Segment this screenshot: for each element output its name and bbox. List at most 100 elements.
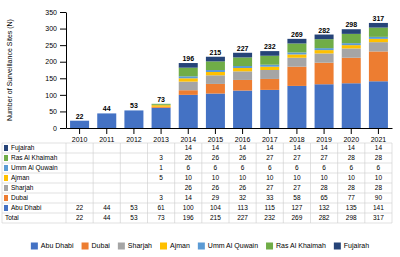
table-cell: 14 (239, 144, 247, 151)
bar-segment (152, 103, 171, 104)
total-label: 44 (103, 105, 111, 112)
y-tick-mark (60, 128, 66, 129)
bar-segment (260, 70, 279, 79)
bar-segment (369, 39, 388, 42)
legend-item: Ajman (160, 242, 190, 250)
table-cell: 14 (185, 194, 193, 201)
bar-segment (97, 113, 116, 114)
total-label: 317 (373, 15, 385, 22)
bar-segment (369, 23, 388, 28)
table-cell: 29 (212, 194, 220, 201)
bar-segment (179, 95, 198, 128)
x-tick-label: 2018 (289, 136, 305, 143)
table-line (120, 143, 121, 223)
x-tick-mark (79, 128, 80, 134)
table-line (310, 143, 311, 223)
table-cell: 14 (293, 144, 301, 151)
bar-segment (124, 110, 143, 111)
table-cell: 5 (159, 174, 163, 181)
legend-item: Dubai (82, 242, 111, 249)
bar-segment (342, 83, 361, 128)
bar-segment (260, 65, 279, 67)
table-cell: 77 (348, 194, 356, 201)
legend-item: Umm Al Quwain (198, 242, 258, 250)
bar-segment (152, 108, 171, 128)
table-cell: 26 (239, 154, 247, 161)
table-cell: 10 (266, 174, 274, 181)
y-tick: 50 (49, 108, 66, 115)
y-axis: 050100150200250300350 (45, 9, 66, 132)
x-tick-label: 2010 (72, 136, 88, 143)
table-cell: 100 (183, 204, 194, 211)
table-cell: 6 (295, 164, 299, 171)
bar-segment (287, 52, 306, 54)
table-line (201, 143, 202, 223)
x-tick-mark (324, 128, 325, 134)
legend-item: Ras Al Khaimah (266, 242, 326, 249)
x-tick: 2018 (289, 128, 305, 143)
bar-segment (70, 120, 89, 121)
bar-segment (152, 103, 171, 105)
bar-segment (70, 120, 89, 121)
total-label: 73 (157, 96, 165, 103)
bar-series (179, 42, 388, 90)
bar-segment (369, 42, 388, 51)
y-tick: 200 (45, 58, 66, 65)
table-cell: 28 (320, 184, 328, 191)
table-swatch (4, 155, 8, 161)
table-cell: 127 (291, 204, 302, 211)
table-cell: 113 (237, 204, 248, 211)
x-tick: 2010 (72, 128, 88, 143)
table-line (147, 143, 148, 223)
table-row-label: Umm Al Quwain (11, 164, 58, 172)
table-cell: 53 (130, 204, 138, 211)
table-cell: 6 (268, 164, 272, 171)
total-label: 22 (76, 113, 84, 120)
bar-segment (260, 67, 279, 70)
table-cell: 27 (293, 154, 301, 161)
table-cell: 26 (185, 184, 193, 191)
y-tick-mark (60, 29, 66, 30)
bar-segment (342, 58, 361, 84)
legend-swatch (266, 243, 273, 250)
x-tick-label: 2015 (208, 136, 224, 143)
bar-segment (233, 91, 252, 128)
y-tick: 0 (53, 125, 66, 132)
total-label: 215 (210, 49, 222, 56)
table-line (2, 163, 392, 164)
table-cell: 22 (76, 214, 84, 221)
x-tick: 2021 (371, 128, 387, 143)
table-cell: 10 (375, 174, 383, 181)
legend-swatch (160, 243, 167, 250)
bar-segment (70, 120, 89, 121)
table-line (256, 143, 257, 223)
bar-segment (152, 105, 171, 107)
y-axis-line (66, 13, 67, 129)
bar-segment (287, 67, 306, 86)
legend-item: Fujairah (334, 242, 369, 250)
table-cell: 61 (157, 204, 165, 211)
x-tick-mark (106, 128, 107, 134)
bar-series (152, 37, 388, 105)
total-label: 227 (237, 45, 249, 52)
bar-series (70, 81, 388, 128)
x-tick: 2019 (316, 128, 332, 143)
x-tick-mark (133, 128, 134, 134)
table-line (283, 143, 284, 223)
table-cell: 215 (210, 214, 221, 221)
table-cell: 6 (322, 164, 326, 171)
table-cell: 10 (293, 174, 301, 181)
bar-segment (287, 86, 306, 128)
bar-segment (287, 43, 306, 52)
bar-segment (70, 121, 89, 128)
table-cell: 32 (239, 194, 247, 201)
table-cell: 141 (373, 204, 384, 211)
bar-segment (206, 94, 225, 128)
table-line (2, 143, 3, 223)
bar-segment (179, 78, 198, 81)
table-cell: 10 (212, 174, 220, 181)
x-tick-mark (188, 128, 189, 134)
bar-segment (97, 113, 116, 114)
bar-segment (233, 53, 252, 58)
bar-segment (369, 28, 388, 37)
